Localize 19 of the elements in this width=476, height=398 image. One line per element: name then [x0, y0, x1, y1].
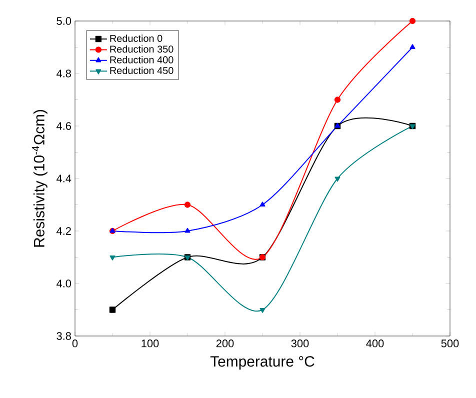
legend-label: Reduction 0	[110, 34, 162, 42]
y-axis-title: Resistivity (10$^{-4}$Ωcm)	[32, 110, 48, 247]
y-tick-label: 4.0	[56, 280, 72, 288]
x-tick-label: 300	[291, 340, 309, 348]
y-tick-label: 4.4	[56, 174, 72, 182]
legend-label: Reduction 400	[110, 56, 174, 64]
x-tick-label: 0	[72, 340, 78, 348]
legend-label: Reduction 350	[110, 45, 174, 53]
y-tick-label: 4.2	[56, 227, 71, 235]
x-tick-label: 100	[142, 340, 159, 348]
y-tick-label: 3.8	[56, 332, 71, 340]
y-tick-label: 4.8	[56, 70, 71, 78]
x-tick-label: 400	[366, 340, 384, 348]
legend-label: Reduction 450	[110, 66, 174, 74]
x-tick-label: 500	[441, 340, 459, 348]
y-tick-label: 5.0	[56, 17, 72, 25]
y-tick-label: 4.6	[56, 122, 71, 130]
x-tick-label: 200	[216, 340, 234, 348]
x-axis-title: Temperature °C	[210, 356, 314, 370]
